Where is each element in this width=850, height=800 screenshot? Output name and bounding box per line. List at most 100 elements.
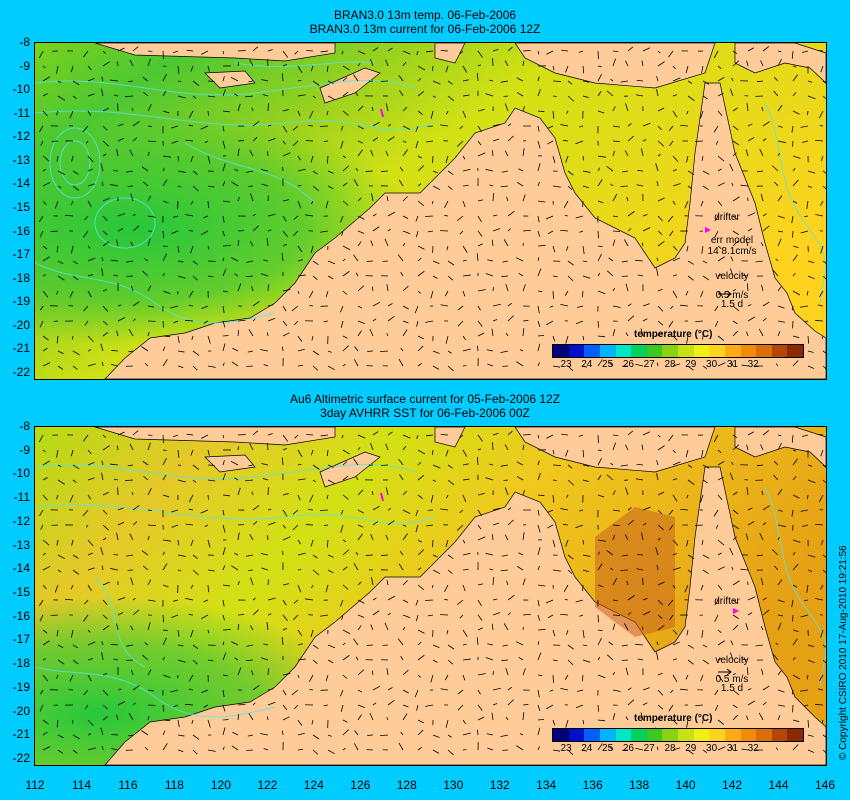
colorbar-swatch [724, 729, 741, 741]
current-arrow [177, 629, 180, 637]
current-arrow [477, 199, 484, 202]
current-arrow [431, 200, 434, 205]
current-arrow [204, 524, 209, 527]
current-arrow [566, 494, 569, 498]
current-arrow [717, 362, 726, 367]
current-arrow [582, 95, 589, 98]
current-arrow [129, 443, 134, 451]
current-arrow [101, 361, 104, 367]
current-arrow [56, 155, 59, 162]
current-arrow [320, 434, 329, 437]
current-arrow [357, 140, 364, 144]
current-arrow [777, 230, 783, 233]
current-arrow [492, 150, 494, 157]
current-arrow [132, 521, 138, 526]
current-arrow [777, 579, 783, 586]
colorbar-tick-label: 23 [560, 743, 572, 754]
current-arrow [281, 637, 284, 646]
current-arrow [162, 563, 168, 571]
current-arrow [294, 704, 299, 710]
drifter-track [380, 108, 384, 118]
current-arrow [245, 659, 254, 662]
current-arrow [431, 584, 434, 589]
longitude-tick-label: 124 [303, 778, 324, 792]
current-arrow [815, 704, 824, 706]
current-arrow [245, 479, 254, 482]
current-arrow [207, 659, 214, 662]
current-arrow [522, 489, 525, 496]
current-arrow [327, 95, 335, 100]
current-arrow [282, 50, 289, 58]
latitude-tick-label: -17 [12, 247, 30, 262]
current-arrow [282, 614, 288, 622]
current-arrow [507, 519, 514, 526]
current-arrow [642, 611, 651, 616]
current-arrow [87, 200, 92, 208]
current-arrow [819, 509, 824, 511]
current-arrow [777, 140, 786, 144]
current-arrow [87, 245, 91, 249]
current-arrow [327, 170, 334, 174]
current-arrow [672, 65, 676, 70]
current-arrow [477, 614, 483, 621]
latitude-tick-label: -11 [13, 105, 30, 120]
current-arrow [57, 659, 65, 665]
current-arrow [519, 349, 524, 352]
current-arrow [177, 464, 182, 466]
current-arrow [71, 719, 74, 724]
current-arrow [701, 65, 704, 73]
colorbar-swatch [678, 345, 694, 357]
current-arrow [69, 494, 74, 503]
colorbar-tick-label: 24 [581, 359, 593, 370]
current-arrow [657, 509, 662, 515]
current-arrow [741, 748, 749, 751]
current-arrow [262, 94, 269, 97]
current-arrow [444, 200, 449, 209]
current-arrow [222, 746, 225, 751]
current-arrow [477, 599, 482, 607]
current-arrow [266, 622, 269, 631]
current-arrow [432, 185, 441, 191]
current-arrow [312, 464, 320, 470]
current-arrow [717, 200, 723, 206]
latitude-tick-label: -9 [19, 442, 30, 457]
current-arrow [656, 257, 659, 262]
current-arrow [801, 434, 809, 437]
current-arrow [177, 335, 180, 344]
current-arrow [282, 599, 287, 606]
current-arrow [487, 747, 494, 751]
current-arrow [657, 241, 665, 247]
current-arrow [42, 110, 48, 117]
current-arrow [371, 577, 374, 586]
current-arrow [172, 434, 179, 438]
current-arrow [612, 599, 618, 602]
current-arrow [640, 148, 644, 157]
colorbar-swatch [631, 729, 647, 741]
current-arrow [425, 434, 434, 437]
current-arrow [172, 50, 179, 54]
current-arrow [267, 522, 276, 526]
current-arrow [342, 345, 350, 352]
current-arrow [732, 434, 738, 438]
current-arrow [341, 230, 344, 236]
current-arrow [282, 332, 290, 337]
current-arrow [132, 301, 140, 307]
current-arrow [732, 305, 740, 312]
current-arrow [292, 509, 299, 515]
current-arrow [237, 580, 240, 586]
longitude-tick-label: 146 [814, 778, 836, 792]
current-arrow [822, 95, 826, 100]
current-arrow [125, 260, 134, 263]
current-arrow [162, 73, 167, 82]
current-arrow [777, 305, 785, 309]
current-arrow [222, 674, 228, 677]
current-arrow [147, 140, 157, 142]
current-arrow [717, 566, 725, 571]
current-arrow [627, 303, 632, 307]
current-arrow [477, 509, 482, 517]
current-arrow [177, 734, 185, 737]
current-arrow [597, 704, 600, 712]
current-arrow [340, 704, 344, 712]
current-arrow [380, 734, 389, 737]
current-arrow [222, 584, 231, 587]
